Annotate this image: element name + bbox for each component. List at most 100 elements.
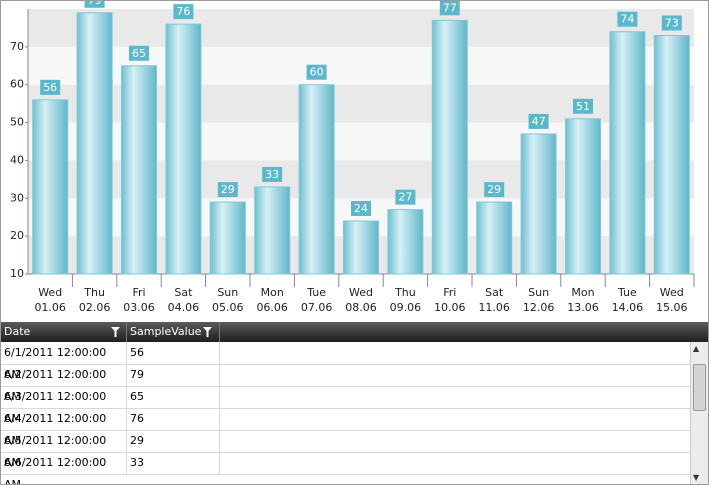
value-label: 73 xyxy=(665,17,679,30)
x-tick-date: 06.06 xyxy=(256,301,288,314)
bar xyxy=(209,201,246,275)
value-label: 24 xyxy=(354,202,368,215)
grid-row[interactable]: 6/2/2011 12:00:00 AM 79 xyxy=(1,364,691,403)
grid-cell: 6/6/2011 12:00:00 AM xyxy=(1,452,127,484)
value-label: 51 xyxy=(576,100,590,113)
value-label-bg xyxy=(617,11,638,27)
column-header[interactable]: Date xyxy=(1,322,127,342)
bar xyxy=(476,201,513,275)
data-grid: Date SampleValue 6/1/2011 12:00:00 AM 56 6… xyxy=(1,322,708,484)
value-label-bg xyxy=(661,15,682,31)
value-label: 29 xyxy=(487,183,501,196)
value-label: 74 xyxy=(620,13,634,26)
x-tick-label: Wed xyxy=(349,286,373,299)
grid-cell: 65 xyxy=(127,386,220,408)
bar xyxy=(343,220,379,275)
grid-row[interactable]: 6/1/2011 12:00:00 AM 56 xyxy=(1,342,691,381)
scroll-thumb[interactable] xyxy=(693,364,706,411)
grid-cell: 29 xyxy=(127,430,220,452)
x-tick-date: 13.06 xyxy=(567,301,599,314)
x-tick-label: Wed xyxy=(38,286,62,299)
x-tick-date: 12.06 xyxy=(523,301,555,314)
value-label: 65 xyxy=(132,47,146,60)
value-label: 33 xyxy=(265,168,279,181)
grid-band xyxy=(28,9,694,47)
value-label-bg xyxy=(395,189,416,205)
grid-cell: 6/3/2011 12:00:00 AM xyxy=(1,386,127,425)
grid-cell: 33 xyxy=(127,452,220,474)
grid-row[interactable]: 6/5/2011 12:00:00 AM 29 xyxy=(1,430,691,469)
bar xyxy=(298,84,335,275)
value-label-bg xyxy=(173,4,194,20)
grid-row[interactable]: 6/3/2011 12:00:00 AM 65 xyxy=(1,386,691,425)
x-tick-label: Tue xyxy=(617,286,637,299)
x-tick-date: 11.06 xyxy=(478,301,510,314)
x-tick-date: 04.06 xyxy=(168,301,200,314)
x-tick-date: 10.06 xyxy=(434,301,466,314)
grid-row[interactable]: 6/6/2011 12:00:00 AM 33 xyxy=(1,452,691,484)
value-label-bg xyxy=(351,201,371,216)
x-tick-label: Mon xyxy=(571,286,594,299)
grid-row[interactable]: 6/4/2011 12:00:00 AM 76 xyxy=(1,408,691,447)
column-header[interactable]: SampleValue xyxy=(127,322,220,342)
value-label: 79 xyxy=(88,1,102,7)
x-tick-label: Tue xyxy=(306,286,326,299)
value-label: 27 xyxy=(398,191,412,204)
y-tick-label: 60 xyxy=(10,78,24,91)
value-label-bg xyxy=(484,182,505,198)
grid-cell: 6/4/2011 12:00:00 AM xyxy=(1,408,127,447)
bar xyxy=(520,133,557,275)
grid-cell: 6/2/2011 12:00:00 AM xyxy=(1,364,127,403)
grid-cell: 79 xyxy=(127,364,220,386)
value-label: 47 xyxy=(532,115,546,128)
scrollbar[interactable]: ▲ ▼ xyxy=(690,342,708,484)
x-tick-date: 15.06 xyxy=(656,301,688,314)
x-tick-label: Sat xyxy=(174,286,193,299)
y-tick-label: 40 xyxy=(10,153,24,166)
grid-cell: 56 xyxy=(127,342,220,364)
value-label: 77 xyxy=(443,1,457,14)
value-label-bg xyxy=(40,79,61,95)
value-label-bg xyxy=(439,1,460,16)
value-label: 76 xyxy=(176,5,190,18)
value-label-bg xyxy=(573,98,593,114)
x-tick-date: 02.06 xyxy=(79,301,111,314)
bar xyxy=(609,31,646,275)
x-tick-label: Sat xyxy=(485,286,504,299)
value-label: 60 xyxy=(310,66,324,79)
value-label: 56 xyxy=(43,81,57,94)
bar xyxy=(565,118,601,275)
filter-icon[interactable] xyxy=(111,327,120,337)
x-tick-date: 03.06 xyxy=(123,301,155,314)
filter-icon[interactable] xyxy=(203,327,212,337)
scroll-down[interactable]: ▼ xyxy=(693,473,700,482)
x-tick-label: Thu xyxy=(394,286,416,299)
value-label: 29 xyxy=(221,183,235,196)
x-tick-date: 01.06 xyxy=(34,301,66,314)
scroll-up[interactable]: ▲ xyxy=(693,344,700,353)
grid-cell: 6/1/2011 12:00:00 AM xyxy=(1,342,127,381)
chart: 10 20 30 40 50 60 70 Wed 01.06 56 Thu 02.06 79 Fri 03.… xyxy=(10,1,695,314)
y-tick-label: 50 xyxy=(10,116,24,129)
grid-cell: 76 xyxy=(127,408,220,430)
x-tick-label: Sun xyxy=(528,286,549,299)
x-tick-label: Fri xyxy=(443,286,456,299)
bar xyxy=(121,65,157,275)
x-tick-label: Thu xyxy=(83,286,105,299)
x-tick-date: 05.06 xyxy=(212,301,244,314)
x-tick-label: Fri xyxy=(132,286,145,299)
bar xyxy=(653,35,690,275)
bar xyxy=(165,23,202,275)
y-tick-label: 70 xyxy=(10,40,24,53)
value-label-bg xyxy=(262,166,283,182)
x-tick-date: 08.06 xyxy=(345,301,377,314)
value-label-bg xyxy=(528,113,549,129)
value-label-bg xyxy=(129,45,149,61)
y-tick-label: 10 xyxy=(10,267,24,280)
bar xyxy=(387,209,424,275)
bar xyxy=(32,99,69,275)
y-tick-label: 20 xyxy=(10,229,24,242)
value-label-bg xyxy=(306,64,327,80)
y-tick-label: 30 xyxy=(10,191,24,204)
x-tick-date: 14.06 xyxy=(612,301,644,314)
